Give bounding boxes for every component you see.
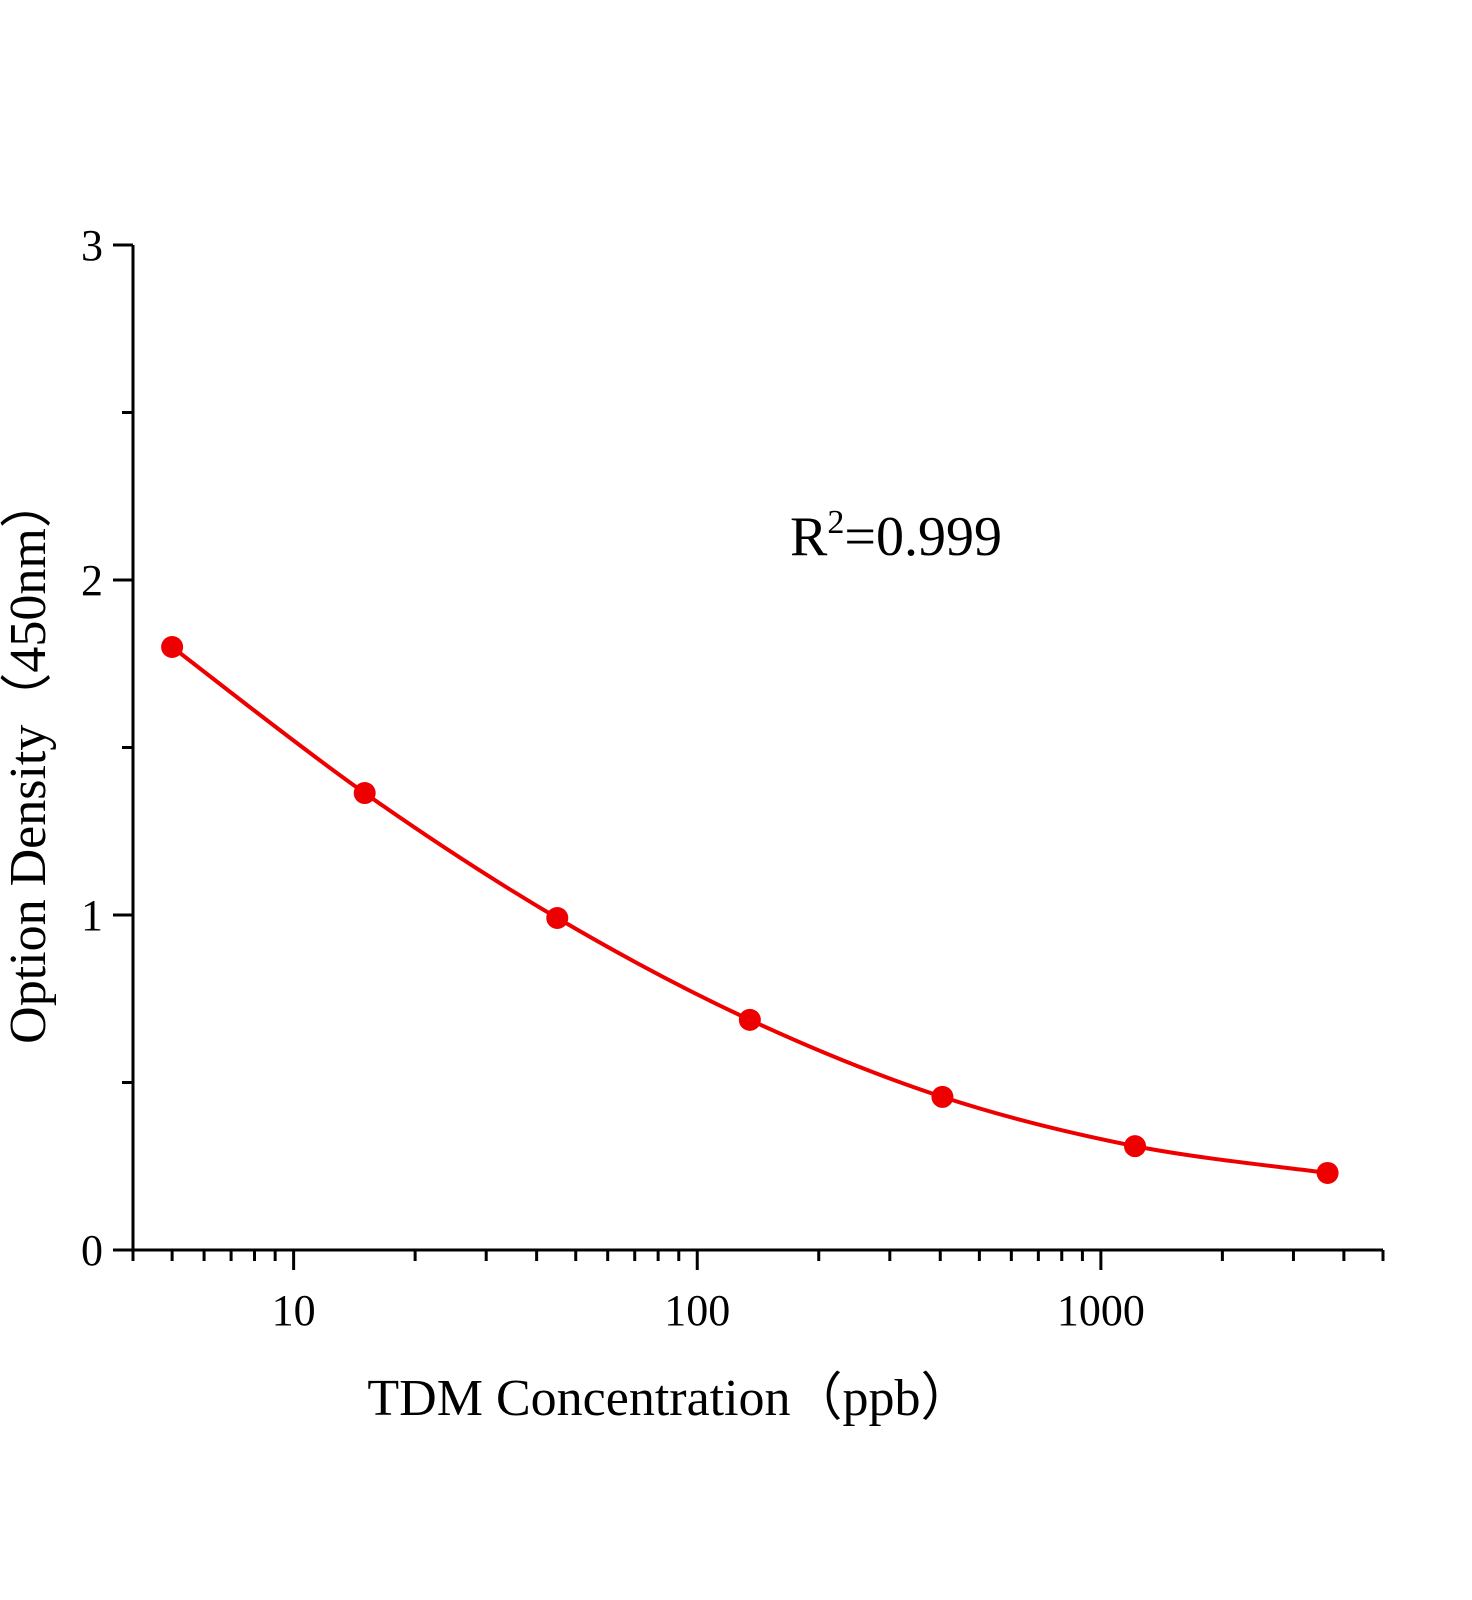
data-point xyxy=(1316,1161,1339,1184)
data-point xyxy=(353,782,376,805)
axes: 0 1 2 3 10 100 1000 xyxy=(81,221,1385,1335)
x-axis-title: TDM Concentration（ppb） xyxy=(367,1370,972,1427)
x-tick-label: 10 xyxy=(272,1286,316,1335)
y-tick-label: 1 xyxy=(81,891,103,940)
data-points xyxy=(161,636,1339,1184)
data-point xyxy=(931,1085,954,1108)
data-point xyxy=(161,636,184,658)
y-tick-label: 2 xyxy=(81,556,103,605)
data-point xyxy=(546,907,569,930)
y-axis-title: Option Density（450nm） xyxy=(0,476,57,1044)
data-point xyxy=(738,1008,761,1031)
x-tick-label: 1000 xyxy=(1057,1286,1145,1335)
data-point xyxy=(1124,1135,1147,1158)
y-tick-label: 0 xyxy=(81,1226,103,1275)
y-tick-label: 3 xyxy=(81,221,103,270)
x-tick-label: 100 xyxy=(664,1286,730,1335)
r-squared-annotation: R2=0.999 xyxy=(790,504,1002,568)
fitted-curve xyxy=(170,645,1328,1175)
